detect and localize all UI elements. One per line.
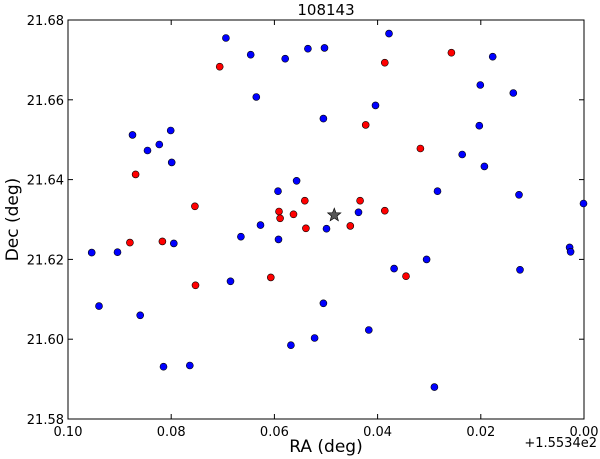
blue-point-45	[159, 362, 168, 371]
red-point-18	[191, 281, 200, 290]
red-point-10	[300, 196, 309, 205]
plot-frame	[67, 19, 585, 420]
y-tick-label-4: 21.66	[27, 94, 64, 109]
blue-point-36	[566, 248, 575, 256]
blue-point-25	[354, 208, 363, 217]
red-point-8	[276, 214, 284, 223]
red-point-7	[275, 207, 283, 216]
blue-point-37	[516, 265, 524, 274]
blue-point-28	[237, 232, 245, 241]
blue-point-41	[319, 299, 328, 308]
red-point-4	[416, 144, 425, 153]
chart-title: 108143	[297, 1, 354, 19]
blue-point-19	[480, 162, 489, 171]
blue-point-23	[515, 191, 523, 199]
red-point-14	[346, 222, 355, 230]
blue-point-27	[256, 221, 265, 229]
red-point-2	[380, 58, 389, 67]
y-tick-label-1: 21.60	[27, 333, 64, 348]
red-point-19	[402, 272, 410, 281]
blue-point-38	[226, 277, 235, 286]
red-point-16	[158, 237, 167, 246]
red-point-17	[266, 273, 275, 282]
blue-point-18	[458, 150, 467, 159]
blue-point-10	[509, 89, 518, 97]
blue-point-32	[113, 248, 122, 256]
blue-point-43	[310, 334, 319, 342]
blue-point-3	[304, 44, 312, 53]
blue-point-47	[430, 383, 439, 391]
y-axis-label: Dec (deg)	[3, 178, 23, 262]
red-point-6	[191, 202, 199, 211]
red-point-11	[302, 224, 310, 233]
blue-point-7	[252, 93, 261, 101]
red-point-0	[215, 62, 224, 71]
blue-point-31	[87, 248, 96, 257]
blue-point-30	[170, 239, 178, 248]
blue-point-17	[475, 121, 484, 130]
blue-point-42	[364, 326, 373, 334]
blue-point-20	[292, 177, 301, 185]
blue-point-21	[274, 187, 282, 195]
y-tick-label-0: 21.58	[27, 413, 64, 428]
blue-point-12	[128, 131, 137, 139]
blue-point-9	[476, 81, 485, 89]
y-tick-label-2: 21.62	[27, 253, 64, 268]
y-tick-label-5: 21.68	[27, 14, 64, 29]
blue-point-13	[166, 126, 175, 135]
x-tick-label-4: 0.02	[466, 425, 495, 440]
x-tick-label-1: 0.08	[157, 425, 186, 440]
blue-point-44	[287, 341, 295, 350]
data-points	[87, 29, 588, 391]
blue-point-34	[390, 264, 398, 273]
x-tick-label-2: 0.06	[260, 425, 289, 440]
red-point-1	[447, 48, 456, 57]
blue-point-33	[422, 255, 431, 264]
blue-point-1	[246, 50, 255, 59]
center-star-marker	[326, 207, 342, 222]
blue-point-39	[95, 302, 103, 310]
blue-point-26	[322, 224, 331, 233]
red-point-15	[126, 238, 134, 247]
x-tick-label-0: 0.10	[54, 425, 83, 440]
blue-point-6	[488, 52, 497, 61]
blue-point-46	[186, 361, 194, 370]
blue-point-11	[319, 114, 328, 123]
red-point-12	[356, 196, 364, 205]
y-tick-label-3: 21.64	[27, 174, 64, 189]
blue-point-5	[385, 29, 393, 38]
x-tick-label-3: 0.04	[363, 425, 392, 440]
x-tick-label-5: 0.00	[570, 425, 599, 440]
x-axis-offset-label: +1.5534e2	[524, 436, 597, 451]
star-marker	[326, 207, 342, 222]
blue-point-24	[579, 199, 588, 208]
blue-point-4	[320, 44, 329, 52]
blue-point-0	[222, 34, 230, 42]
blue-point-14	[155, 140, 164, 149]
y-axis-ticks: 21.58 21.60 21.62 21.64 21.66 21.68	[27, 14, 584, 428]
blue-point-29	[274, 235, 283, 244]
blue-point-16	[167, 158, 176, 167]
blue-point-8	[371, 101, 380, 110]
red-point-5	[131, 170, 140, 179]
blue-point-2	[281, 54, 290, 63]
blue-point-22	[433, 187, 442, 195]
red-point-3	[361, 121, 370, 129]
x-axis-ticks: 0.10 0.08 0.06 0.04 0.02 0.00	[54, 20, 599, 440]
x-axis-label: RA (deg)	[289, 437, 362, 457]
red-point-9	[289, 210, 298, 219]
blue-point-40	[136, 311, 144, 320]
blue-point-15	[143, 146, 152, 155]
red-point-13	[380, 206, 389, 215]
